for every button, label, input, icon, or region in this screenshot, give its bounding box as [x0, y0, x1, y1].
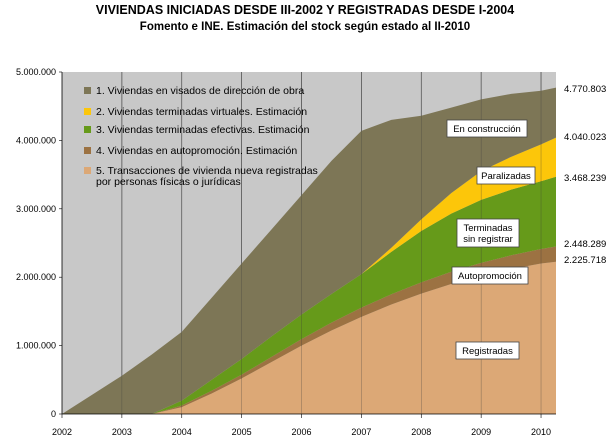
x-tick-label: 2005 [232, 427, 252, 437]
end-label-2: 4.040.023 [564, 132, 606, 143]
x-tick-label: 2003 [112, 427, 132, 437]
legend-swatch-1 [84, 87, 91, 94]
y-tick-label: 1.000.000 [16, 341, 56, 351]
area-series-5 [62, 261, 556, 414]
x-tick-label: 2006 [291, 427, 311, 437]
annotation-text-4: Autopromoción [458, 271, 522, 282]
legend: 1. Viviendas en visados de dirección de … [84, 85, 318, 188]
legend-label-line: por personas físicas o jurídicas [96, 176, 241, 188]
legend-label-1: 1. Viviendas en visados de dirección de … [96, 85, 304, 97]
end-label-5: 2.225.718 [564, 255, 606, 266]
annotation-text-3: Terminadas sin registrar [463, 223, 513, 245]
end-label-1: 4.770.803 [564, 84, 606, 95]
area-series [62, 72, 556, 415]
annotation-box-4 [451, 266, 529, 285]
area-series-1 [62, 87, 556, 415]
x-tick-label: 2002 [52, 427, 72, 437]
annotation-text-5: Registradas [462, 346, 513, 357]
legend-label-2: 2. Viviendas terminadas virtuales. Estim… [96, 106, 307, 118]
annotation-box-1 [446, 119, 528, 138]
area-series-4 [62, 246, 556, 414]
annotation-text-2: Paralizadas [481, 171, 531, 182]
annotation-text-1: En construcción [453, 124, 521, 135]
y-tick-label: 5.000.000 [16, 67, 56, 77]
area-series-2 [62, 137, 556, 415]
chart-title: VIVIENDAS INICIADAS DESDE III-2002 Y REG… [96, 3, 514, 17]
y-tick-label: 2.000.000 [16, 272, 56, 282]
legend-swatch-5 [84, 167, 91, 174]
end-label-4: 2.448.289 [564, 239, 606, 250]
chart-subtitle: Fomento e INE. Estimación del stock segú… [140, 21, 470, 33]
legend-label-3: 3. Viviendas terminadas efectivas. Estim… [96, 124, 310, 136]
legend-swatch-2 [84, 108, 91, 115]
x-tick-label: 2007 [351, 427, 371, 437]
legend-label-5: 5. Transacciones de vivienda nueva regis… [96, 165, 318, 188]
y-tick-label: 3.000.000 [16, 204, 56, 214]
annotation-line: Terminadas [463, 223, 512, 234]
area-series-3 [62, 176, 556, 414]
end-label-3: 3.468.239 [564, 173, 606, 184]
x-tick-label: 2008 [411, 427, 431, 437]
end-value-labels: 4.770.803 4.040.023 3.468.239 2.448.289 2.22… [564, 84, 606, 266]
axes: 0 1.000.000 2.000.000 3.000.000 4.000.000 5.0… [16, 67, 556, 437]
annotation-box-5 [455, 341, 520, 360]
legend-swatch-3 [84, 126, 91, 133]
legend-swatch-4 [84, 147, 91, 154]
annotation-box-2 [476, 166, 536, 185]
y-tick-label: 4.000.000 [16, 135, 56, 145]
legend-label-4: 4. Viviendas en autopromoción. Estimació… [96, 145, 297, 157]
legend-label-line: 5. Transacciones de vivienda nueva regis… [96, 165, 318, 177]
annotation-line: sin registrar [463, 234, 513, 245]
x-tick-label: 2010 [531, 427, 551, 437]
annotation-boxes: En construcción Paralizadas Terminadas sin … [446, 119, 536, 360]
x-tick-label: 2009 [471, 427, 491, 437]
x-tick-label: 2004 [172, 427, 192, 437]
annotation-box-3 [456, 218, 520, 248]
y-tick-label: 0 [51, 409, 56, 419]
